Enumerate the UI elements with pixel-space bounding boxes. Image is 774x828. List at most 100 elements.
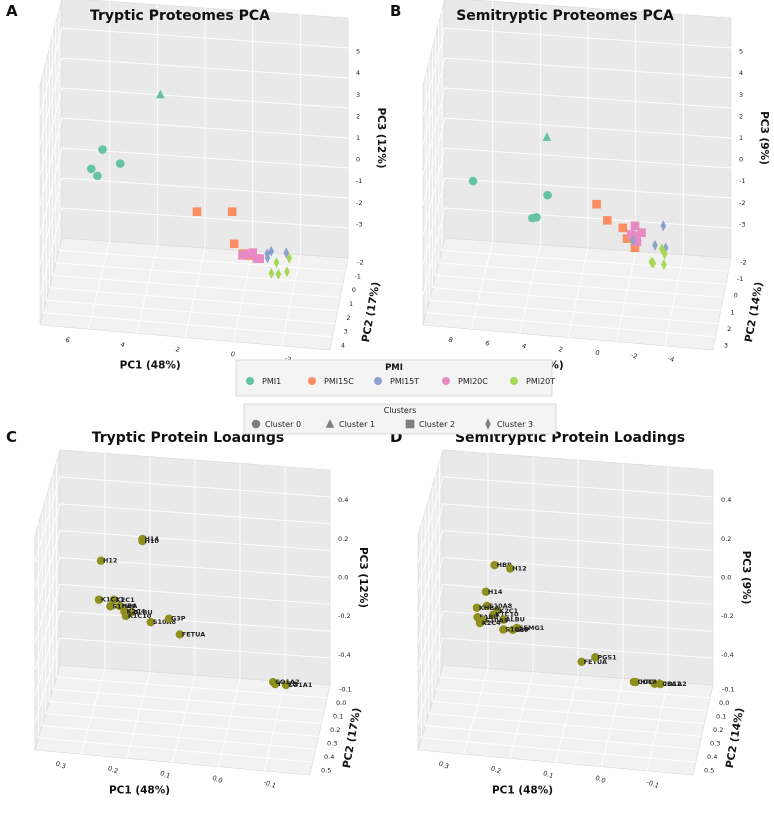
data-point: [472, 603, 482, 612]
point-label: K1C11: [101, 596, 125, 604]
grid-line: [646, 681, 669, 771]
data-point: [629, 231, 639, 240]
z-tick-label: 0.0: [338, 574, 348, 582]
grid-line: [52, 688, 325, 712]
data-point: [93, 171, 102, 181]
point-label: HBB: [497, 561, 512, 569]
y-tick-label: 1: [349, 300, 353, 308]
point-label: K1C10: [495, 611, 519, 619]
z-tick-label: 0.0: [721, 574, 731, 582]
z-tick-label: 0.2: [721, 535, 731, 543]
grid-line: [49, 700, 322, 725]
data-point: [482, 601, 492, 611]
data-point: [499, 615, 508, 624]
grid-line: [417, 503, 714, 589]
z-tick-label: 2: [356, 112, 360, 120]
data-point: [632, 237, 642, 246]
grid-line: [80, 668, 106, 755]
grid-line: [422, 27, 732, 116]
point-label: H14: [144, 535, 159, 543]
z-tick-label: 0.4: [721, 496, 731, 504]
point-label: FETUA: [584, 658, 607, 666]
legend-item: PMI20T: [526, 377, 555, 386]
data-point: [577, 657, 586, 666]
point-label: G3P: [515, 626, 530, 634]
grid-line: [49, 287, 338, 312]
grid-line: [34, 530, 331, 616]
legend-swatch: [374, 377, 382, 385]
panel-letter: B: [390, 2, 401, 20]
x-tick-label: 4: [521, 342, 528, 351]
point-label: K2C4: [482, 619, 501, 627]
cluster-legend-item: Cluster 1: [339, 420, 375, 429]
y-axis-label: PC2 (17%): [341, 707, 363, 769]
data-point: [96, 556, 106, 565]
cluster-legend-item: Cluster 3: [497, 420, 533, 429]
y-tick-label: 2: [346, 314, 350, 322]
z-tick-label: -0.2: [338, 612, 351, 620]
grid-line: [39, 177, 349, 266]
data-point: [268, 267, 275, 279]
point-label: G3P: [171, 615, 186, 623]
x-tick-label: -2: [630, 351, 639, 361]
grid-line: [432, 287, 721, 312]
grid-line: [136, 244, 158, 334]
clusters-legend-box: [243, 403, 557, 435]
point-label: PGS1: [597, 653, 617, 661]
data-point: [630, 243, 640, 253]
z-tick-label: 4: [739, 69, 743, 77]
grid-line: [417, 583, 714, 670]
cluster-legend-marker: [485, 418, 491, 430]
point-label: CO3A1: [657, 680, 682, 688]
grid-line: [426, 312, 716, 338]
grid-line: [422, 57, 732, 146]
point-label: K1C10: [128, 612, 152, 620]
z-axis-label: PC3 (9%): [758, 111, 770, 165]
point-label: CO1A2: [275, 678, 299, 686]
panel-c: 0.3 0.2 0.1 0.0 -0.1 -0.1 0.0 0.1 0.2 0.3 0.4 0.5 0.…: [34, 449, 369, 797]
grid-line: [52, 274, 341, 298]
data-point: [661, 248, 668, 260]
z-tick-label: 2: [739, 112, 743, 120]
x-tick-label: 0: [594, 348, 601, 357]
point-label: H14: [488, 588, 503, 596]
y-tick-label: 0.5: [704, 767, 714, 775]
y-tick-label: 2: [727, 325, 731, 333]
point-label: H12: [103, 557, 118, 565]
legend-title: PMI: [385, 363, 403, 373]
data-point: [488, 610, 498, 619]
z-tick-label: 0.4: [338, 496, 348, 504]
x-tick-label: 0.0: [594, 774, 606, 785]
grid-line: [422, 147, 732, 236]
data-point: [238, 251, 247, 260]
data-point: [115, 601, 125, 611]
grid-line: [600, 678, 624, 767]
z-tick-label: 3: [356, 91, 360, 99]
y-tick-label: 0: [352, 286, 356, 294]
z-tick-label: -2: [739, 199, 745, 207]
panel-a: 6 4 2 0 -2 -2 -1 0 1 2 3 4 5 4 3 2 1 0 -1 -2 -3 PC1 (48%) PC2 …: [39, 0, 387, 372]
grid-line: [422, 177, 732, 266]
data-point: [268, 677, 278, 687]
y-tick-label: 0.3: [710, 740, 720, 748]
y-tick-label: 3: [724, 341, 728, 349]
grid-line: [34, 503, 331, 589]
z-tick-label: 5: [356, 48, 360, 56]
point-label: FETUA: [182, 630, 205, 638]
y-tick-label: -2: [357, 259, 363, 267]
point-label: H10: [144, 537, 159, 545]
x-tick-label: 0.1: [542, 769, 554, 780]
y-tick-label: 3: [344, 328, 348, 336]
data-point: [115, 159, 125, 168]
panel-letter: C: [6, 428, 17, 446]
z-tick-label: 0.2: [338, 535, 348, 543]
grid-line: [126, 671, 151, 759]
data-point: [192, 207, 202, 216]
x-tick-label: 6: [64, 336, 71, 345]
data-point: [275, 268, 282, 280]
chart-title: Semitryptic Proteomes PCA: [456, 8, 674, 24]
point-label: S10A9: [485, 616, 509, 624]
grid-line: [509, 671, 534, 759]
